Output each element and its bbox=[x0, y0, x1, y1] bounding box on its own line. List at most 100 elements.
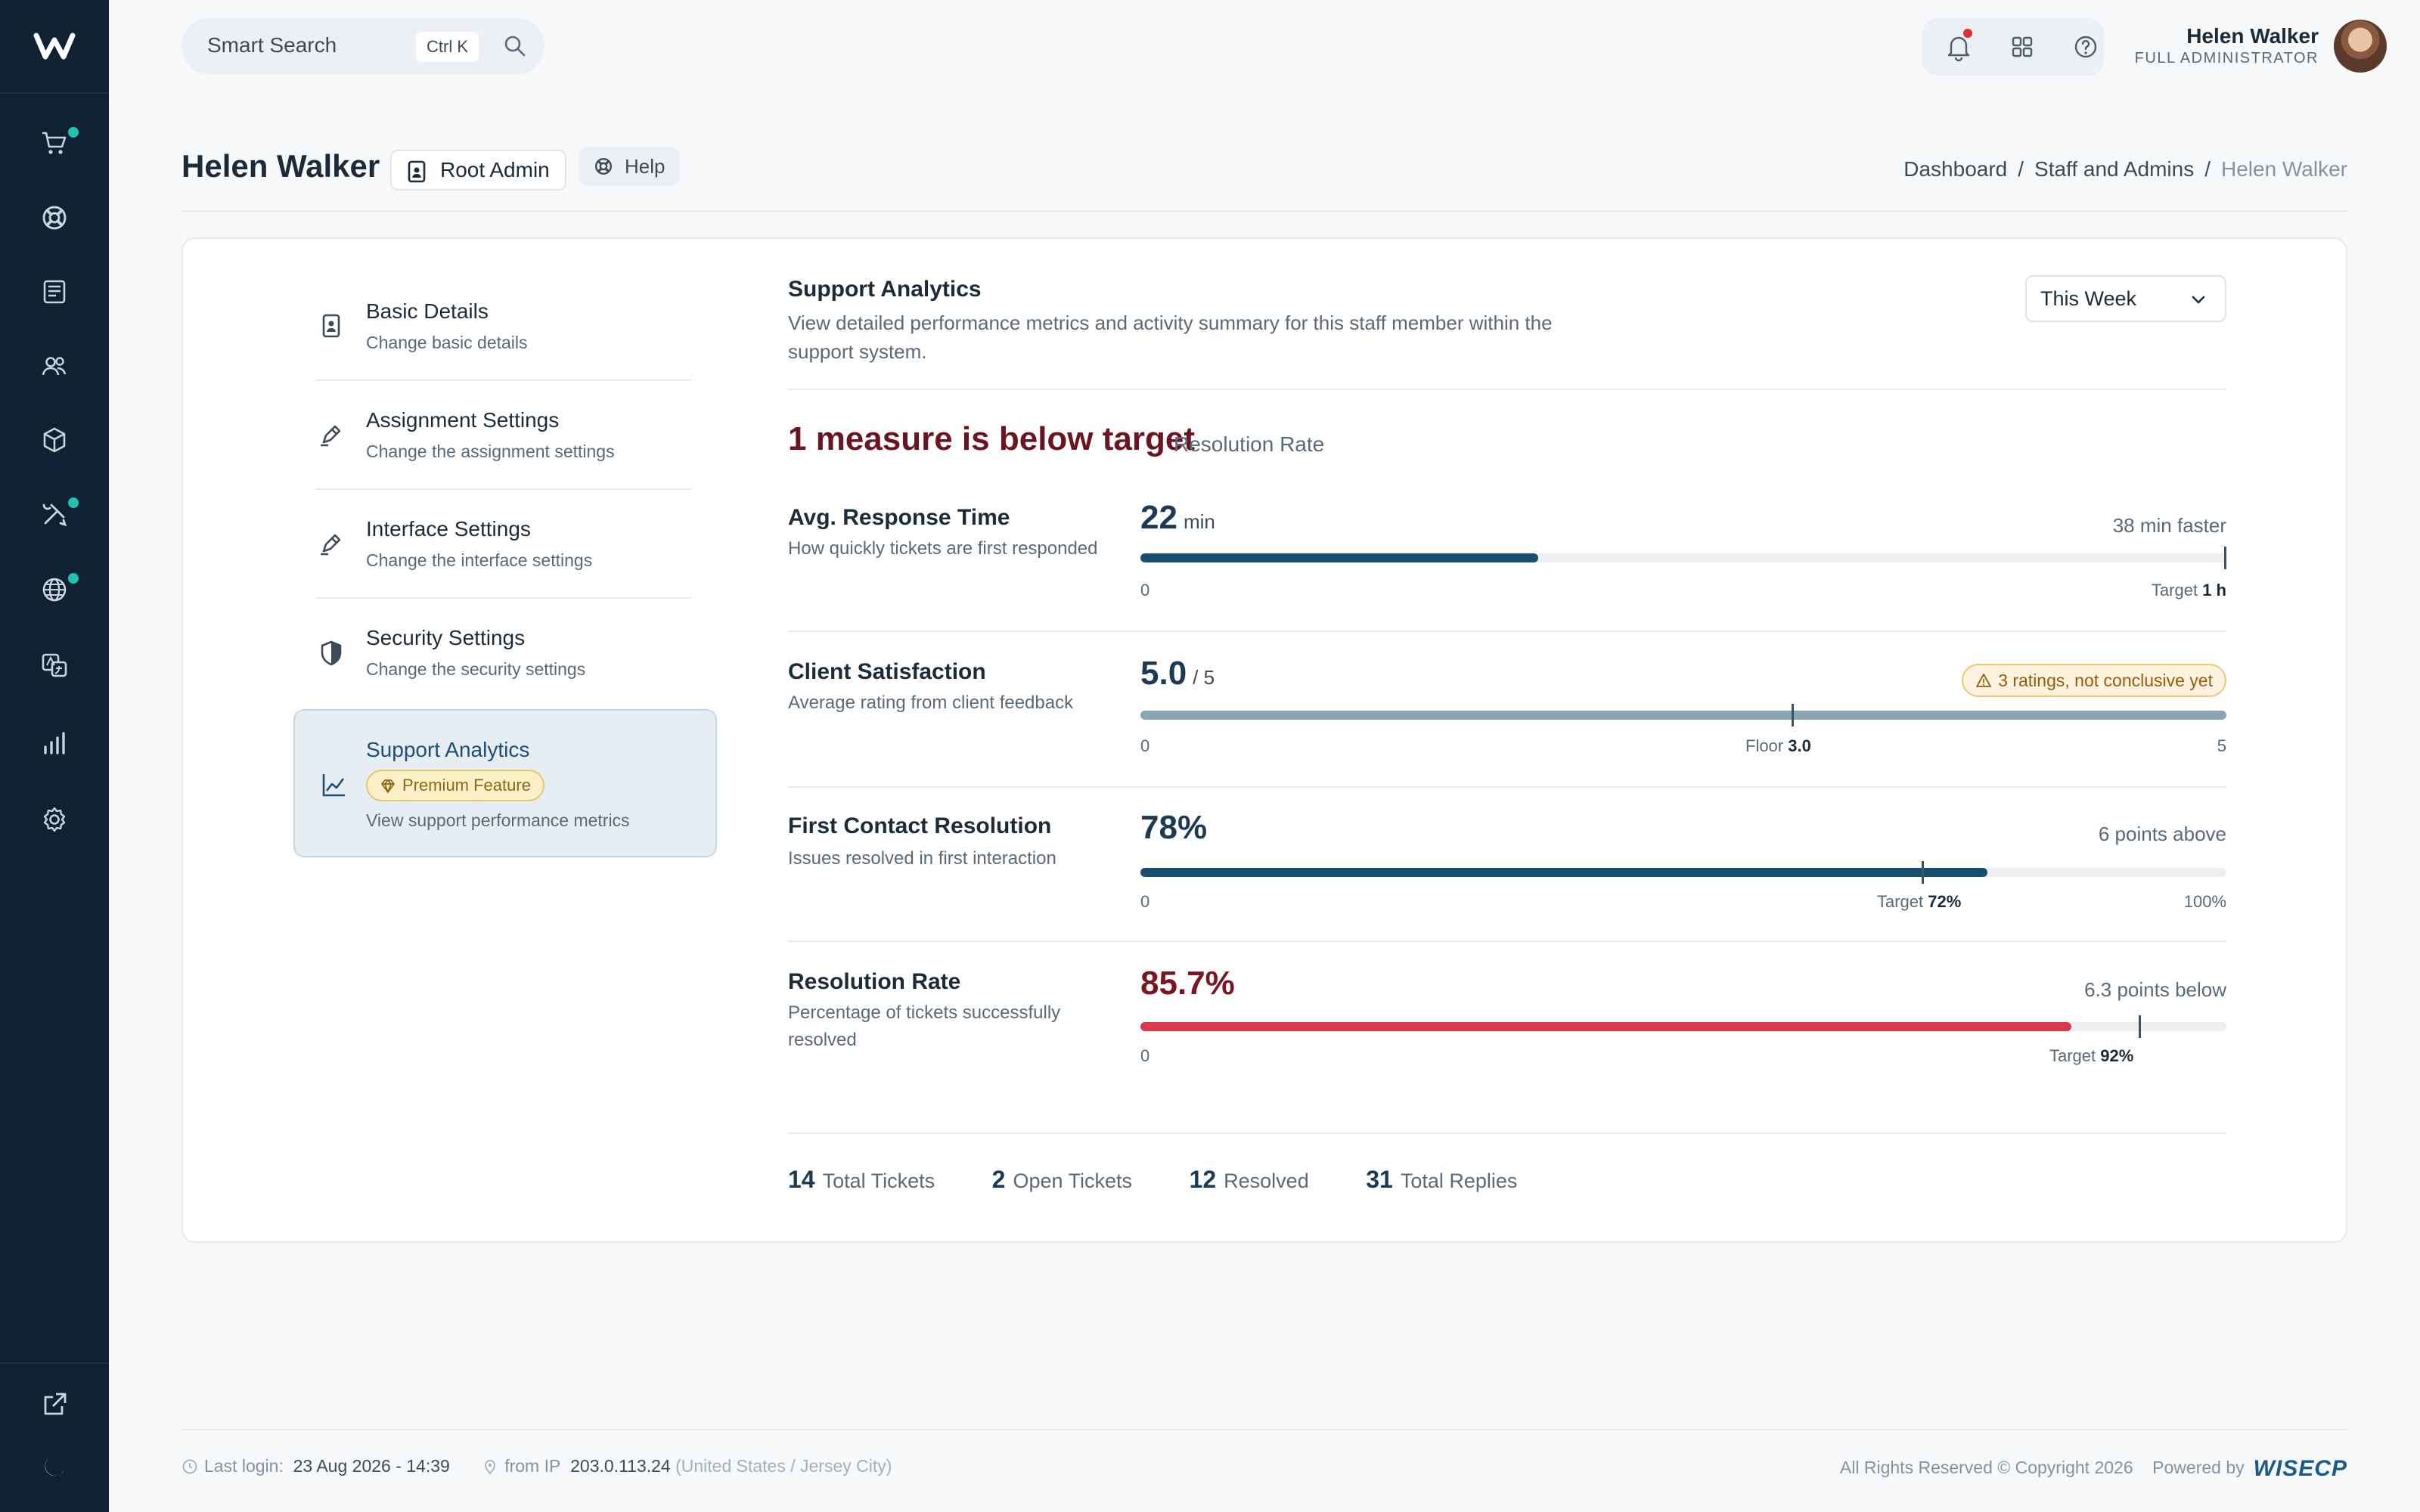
brand-logo[interactable] bbox=[0, 0, 109, 94]
menu-assignment-settings[interactable]: Assignment Settings Change the assignmen… bbox=[316, 381, 691, 490]
stat-open-tickets: 2 Open Tickets bbox=[992, 1166, 1132, 1194]
id-card-icon bbox=[322, 314, 340, 338]
warning-triangle-icon bbox=[1976, 674, 1992, 687]
ip-location: (United States / Jersey City) bbox=[675, 1456, 892, 1476]
analytics-title: Support Analytics bbox=[788, 277, 982, 302]
target-label-value: 72% bbox=[1928, 892, 1962, 911]
help-button-label: Help bbox=[625, 155, 666, 178]
nav-external-link[interactable] bbox=[0, 1374, 109, 1435]
nav-domains[interactable] bbox=[0, 559, 109, 620]
cart-icon bbox=[42, 132, 67, 154]
stat-number: 14 bbox=[788, 1166, 815, 1193]
shield-icon bbox=[321, 640, 342, 666]
gear-icon bbox=[43, 807, 66, 832]
bar-chart-icon bbox=[44, 732, 65, 754]
metric-name: Resolution Rate bbox=[788, 969, 961, 994]
floor-label-value: 3.0 bbox=[1788, 736, 1811, 755]
nav-users[interactable] bbox=[0, 336, 109, 396]
scale-min-label: 0 bbox=[1140, 1046, 1150, 1065]
chevron-down-icon bbox=[2192, 296, 2205, 304]
nav-products[interactable] bbox=[0, 410, 109, 470]
metric-divider bbox=[788, 631, 2226, 632]
metric-floor-marker bbox=[1792, 704, 1794, 727]
nav-orders[interactable] bbox=[0, 113, 109, 174]
metric-name: Client Satisfaction bbox=[788, 659, 986, 684]
alert-title: 1 measure is below target bbox=[788, 420, 1195, 457]
menu-item-title: Support Analytics bbox=[366, 738, 530, 761]
clock-icon bbox=[182, 1459, 197, 1474]
ticket-stats: 14 Total Tickets 2 Open Tickets 12 Resolved… bbox=[788, 1166, 1568, 1194]
metric-progress-fill bbox=[1140, 868, 1987, 877]
nav-languages[interactable] bbox=[0, 635, 109, 696]
login-info: Last login: 23 Aug 2026 - 14:39 from IP … bbox=[182, 1456, 892, 1476]
period-select[interactable]: This Week bbox=[2025, 275, 2226, 322]
metric-value: 5.0 / 5 bbox=[1140, 655, 1215, 692]
nav-invoices[interactable] bbox=[0, 262, 109, 322]
stat-total-replies: 31 Total Replies bbox=[1366, 1166, 1517, 1194]
smart-search[interactable]: Smart Search Ctrl K bbox=[182, 18, 544, 74]
menu-support-analytics[interactable]: Support Analytics Premium Feature View s… bbox=[293, 709, 717, 857]
diamond-icon bbox=[381, 779, 395, 793]
metric-divider bbox=[788, 786, 2226, 788]
metric-description: Issues resolved in first interaction bbox=[788, 848, 1056, 869]
apps-grid-icon[interactable] bbox=[2007, 32, 2037, 62]
nav-settings[interactable] bbox=[0, 789, 109, 850]
scale-min-label: 0 bbox=[1140, 892, 1150, 911]
breadcrumb-dashboard[interactable]: Dashboard bbox=[1903, 157, 2008, 181]
user-role: FULL ADMINISTRATOR bbox=[2134, 50, 2319, 67]
bell-icon[interactable] bbox=[1944, 32, 1974, 62]
page-title: Helen Walker bbox=[182, 148, 380, 184]
nav-tools[interactable] bbox=[0, 484, 109, 544]
notification-dot bbox=[1963, 29, 1972, 38]
stat-label: Total Tickets bbox=[822, 1170, 935, 1192]
sidebar bbox=[0, 0, 109, 1512]
lifebuoy-icon bbox=[42, 206, 67, 230]
period-value: This Week bbox=[2040, 287, 2137, 310]
footer-credits: All Rights Reserved © Copyright 2026 Pow… bbox=[1840, 1456, 2347, 1482]
menu-interface-settings[interactable]: Interface Settings Change the interface … bbox=[316, 490, 691, 599]
breadcrumb-separator: / bbox=[2018, 157, 2024, 181]
stat-total-tickets: 14 Total Tickets bbox=[788, 1166, 935, 1194]
role-badge: Root Admin bbox=[390, 150, 566, 191]
target-label: Target 1 h bbox=[2152, 581, 2226, 600]
premium-badge: Premium Feature bbox=[366, 770, 544, 801]
metric-value: 78% bbox=[1140, 809, 1208, 846]
metric-progress-track bbox=[1140, 547, 2226, 569]
menu-item-title: Basic Details bbox=[366, 299, 489, 323]
premium-badge-label: Premium Feature bbox=[402, 776, 531, 795]
avatar[interactable] bbox=[2334, 20, 2387, 73]
w-logo-icon bbox=[33, 33, 76, 60]
metric-name: First Contact Resolution bbox=[788, 813, 1052, 838]
metric-progress-track bbox=[1140, 861, 2226, 884]
search-placeholder: Smart Search bbox=[207, 33, 337, 57]
menu-item-subtitle: Change the security settings bbox=[366, 659, 586, 679]
notification-dot bbox=[68, 127, 79, 138]
nav-support[interactable] bbox=[0, 187, 109, 248]
menu-security-settings[interactable]: Security Settings Change the security se… bbox=[316, 599, 691, 708]
stat-number: 12 bbox=[1189, 1166, 1217, 1193]
metric-progress-fill bbox=[1140, 1022, 2071, 1031]
target-label-text: Target bbox=[1877, 892, 1924, 911]
breadcrumb-staff[interactable]: Staff and Admins bbox=[2034, 157, 2195, 181]
wisecp-logo[interactable]: WISECP bbox=[2253, 1456, 2347, 1481]
nav-reports[interactable] bbox=[0, 714, 109, 774]
metric-value-number: 22 bbox=[1140, 499, 1177, 536]
user-name[interactable]: Helen Walker bbox=[2186, 24, 2319, 48]
help-button[interactable]: Help bbox=[579, 147, 681, 186]
help-circle-icon[interactable] bbox=[2071, 32, 2101, 62]
nav-dark-mode[interactable] bbox=[0, 1436, 109, 1497]
metric-progress-track bbox=[1140, 704, 2226, 727]
id-badge-icon bbox=[408, 160, 426, 183]
search-icon[interactable] bbox=[502, 33, 528, 59]
menu-item-subtitle: View support performance metrics bbox=[366, 810, 630, 830]
target-label-text: Target bbox=[2151, 581, 2198, 600]
scale-min-label: 0 bbox=[1140, 581, 1150, 600]
last-login-value: 23 Aug 2026 - 14:39 bbox=[293, 1456, 450, 1476]
target-label-value: 92% bbox=[2100, 1046, 2134, 1065]
stat-label: Total Replies bbox=[1400, 1170, 1518, 1192]
box-icon bbox=[43, 427, 66, 453]
metric-description: Percentage of tickets successfully resol… bbox=[788, 1002, 1061, 1050]
metric-target-marker bbox=[2224, 547, 2226, 569]
menu-basic-details[interactable]: Basic Details Change basic details bbox=[316, 272, 691, 381]
chart-line-icon bbox=[322, 774, 345, 797]
